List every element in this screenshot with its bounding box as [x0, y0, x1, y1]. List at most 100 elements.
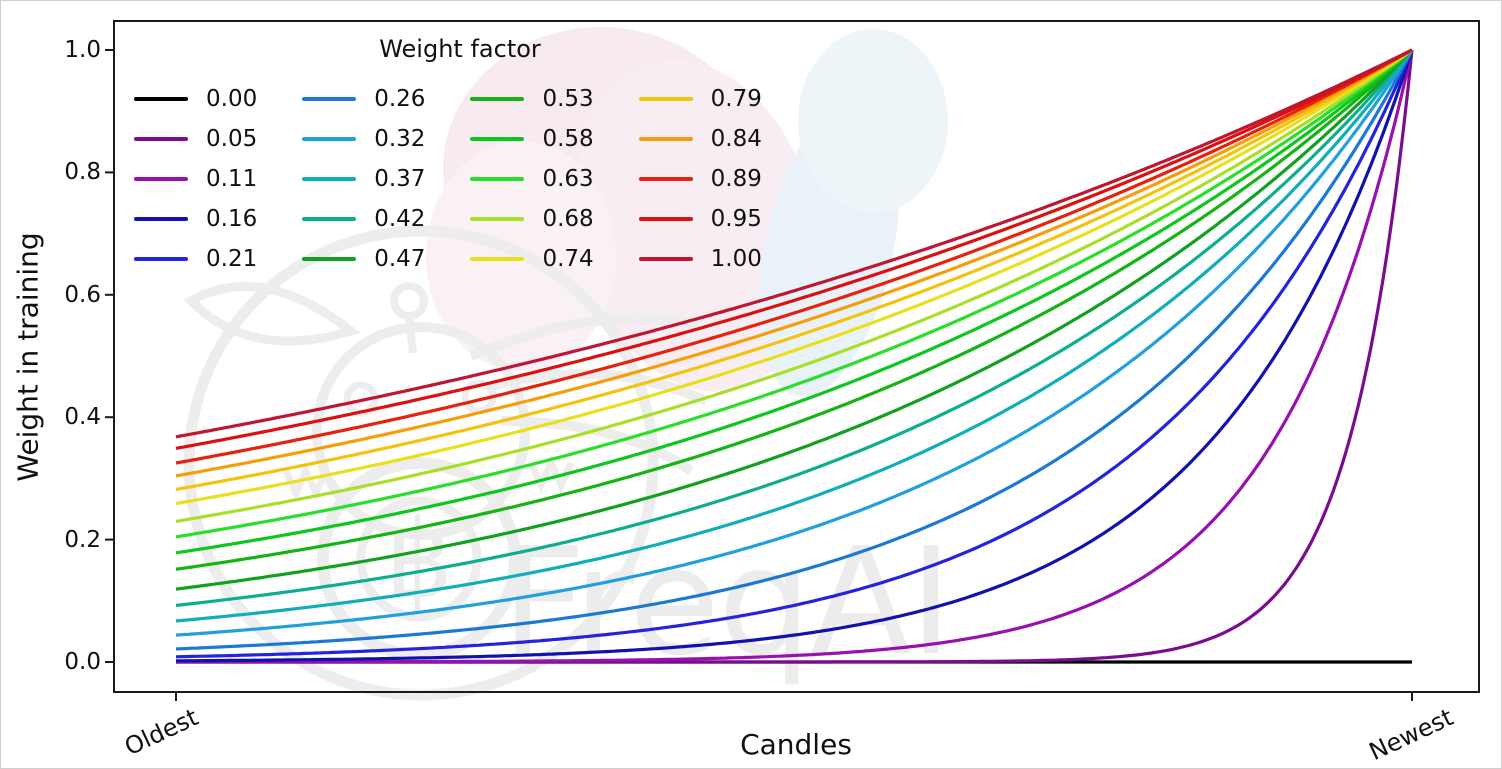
legend-item: 0.32 — [302, 119, 425, 159]
y-tick-label: 0.8 — [64, 159, 101, 185]
axes-frame — [113, 20, 1480, 693]
watermark-pink-blob — [574, 60, 818, 392]
legend-item: 0.05 — [134, 119, 257, 159]
curve-0.21 — [175, 49, 1414, 659]
logo-wing-feather — [489, 369, 709, 406]
legend-item-label: 0.53 — [542, 86, 594, 112]
curve-0.26 — [175, 49, 1414, 651]
curve-0.89 — [175, 48, 1413, 465]
logo-wing-feather — [500, 416, 694, 476]
logo-body-inner-ring — [356, 496, 482, 622]
logo-body-ring — [317, 457, 521, 661]
legend-line-swatch — [302, 137, 357, 141]
legend-item: 0.79 — [638, 79, 762, 119]
y-tick-label: 1.0 — [64, 37, 101, 63]
logo-left-wing — [183, 281, 361, 346]
legend-item-label: 0.21 — [206, 246, 258, 272]
legend-line-swatch — [134, 137, 188, 141]
legend-item-label: 0.47 — [374, 246, 426, 272]
legend-item: 0.37 — [302, 159, 425, 199]
legend-line-swatch — [470, 137, 525, 141]
y-tick-label: 0.4 — [64, 404, 101, 430]
legend-line-swatch — [470, 257, 525, 261]
legend-line-swatch — [302, 217, 357, 221]
curve-0.68 — [175, 48, 1413, 523]
legend-item-label: 0.74 — [542, 246, 594, 272]
legend-item-label: 0.58 — [542, 126, 594, 152]
legend-item-label: 0.32 — [374, 126, 426, 152]
logo-antenna-stem — [405, 316, 417, 354]
legend-line-swatch — [638, 177, 693, 181]
curve-0.95 — [175, 48, 1413, 450]
curve-0.11 — [176, 49, 1414, 664]
legend-line-swatch — [134, 257, 188, 261]
curve-0.16 — [176, 49, 1414, 663]
legend-item: 0.68 — [470, 199, 594, 239]
legend-item: 0.21 — [134, 239, 257, 279]
legend-line-swatch — [638, 137, 693, 141]
legend-item-label: 1.00 — [710, 246, 762, 272]
legend-item: 0.89 — [638, 159, 762, 199]
legend-item-label: 0.05 — [206, 126, 258, 152]
legend-item-label: 0.37 — [374, 166, 426, 192]
watermark-blue-blob — [798, 29, 948, 213]
logo-zigzag — [527, 454, 575, 494]
legend-line-swatch — [470, 217, 525, 221]
curve-0.32 — [175, 49, 1414, 637]
tick-marks — [105, 49, 1413, 701]
legend-item-label: 0.26 — [374, 86, 426, 112]
legend-line-swatch — [134, 97, 188, 101]
legend-item: 0.95 — [638, 199, 762, 239]
legend-item: 0.11 — [134, 159, 257, 199]
legend-item: 0.47 — [302, 239, 425, 279]
legend-item-label: 0.89 — [710, 166, 762, 192]
legend-item: 0.74 — [470, 239, 594, 279]
y-tick-label: 0.2 — [64, 527, 101, 553]
curve-0.63 — [175, 48, 1413, 539]
legend-line-swatch — [638, 97, 693, 101]
legend-line-swatch — [302, 177, 357, 181]
legend-item-label: 0.00 — [206, 86, 258, 112]
curve-0.79 — [175, 48, 1413, 491]
legend-item: 0.53 — [470, 79, 594, 119]
legend-item-label: 0.11 — [206, 166, 258, 192]
legend-line-swatch — [638, 257, 693, 261]
legend-item-label: 0.84 — [710, 126, 762, 152]
curve-0.58 — [175, 48, 1414, 555]
y-tick-label: 0.0 — [64, 649, 101, 675]
legend-item: 0.16 — [134, 199, 257, 239]
legend-item-label: 0.95 — [710, 206, 762, 232]
legend-item: 0.42 — [302, 199, 425, 239]
legend-line-swatch — [470, 177, 525, 181]
curve-1.00 — [175, 48, 1413, 439]
legend-line-swatch — [302, 257, 357, 261]
legend-line-swatch — [134, 177, 188, 181]
logo-outer-circle — [183, 225, 659, 701]
legend-item-label: 0.42 — [374, 206, 426, 232]
legend-item: 0.58 — [470, 119, 594, 159]
curves-layer — [175, 48, 1414, 664]
legend-line-swatch — [302, 97, 357, 101]
logo-baht-glyph: ฿ — [385, 498, 454, 623]
legend-items: 0.00 0.05 0.11 0.16 0.21 0.26 0.32 0.37 0.42 0.47… — [134, 79, 762, 279]
legend-item: 0.26 — [302, 79, 425, 119]
curve-0.47 — [175, 48, 1414, 591]
legend-item-label: 0.68 — [542, 206, 594, 232]
curve-0.84 — [175, 48, 1413, 478]
curve-0.42 — [175, 48, 1414, 607]
legend-title: Weight factor — [379, 35, 541, 63]
y-tick-label: 0.6 — [64, 282, 101, 308]
logo-antenna-ball — [390, 282, 428, 320]
legend-item: 1.00 — [638, 239, 762, 279]
legend-item: 0.63 — [470, 159, 594, 199]
curve-0.53 — [175, 48, 1414, 571]
legend-line-swatch — [638, 217, 693, 221]
legend-line-swatch — [134, 217, 188, 221]
legend-item: 0.84 — [638, 119, 762, 159]
legend-item: 0.00 — [134, 79, 257, 119]
legend-item-label: 0.16 — [206, 206, 258, 232]
legend-item-label: 0.79 — [710, 86, 762, 112]
logo-zigzag — [282, 462, 330, 502]
